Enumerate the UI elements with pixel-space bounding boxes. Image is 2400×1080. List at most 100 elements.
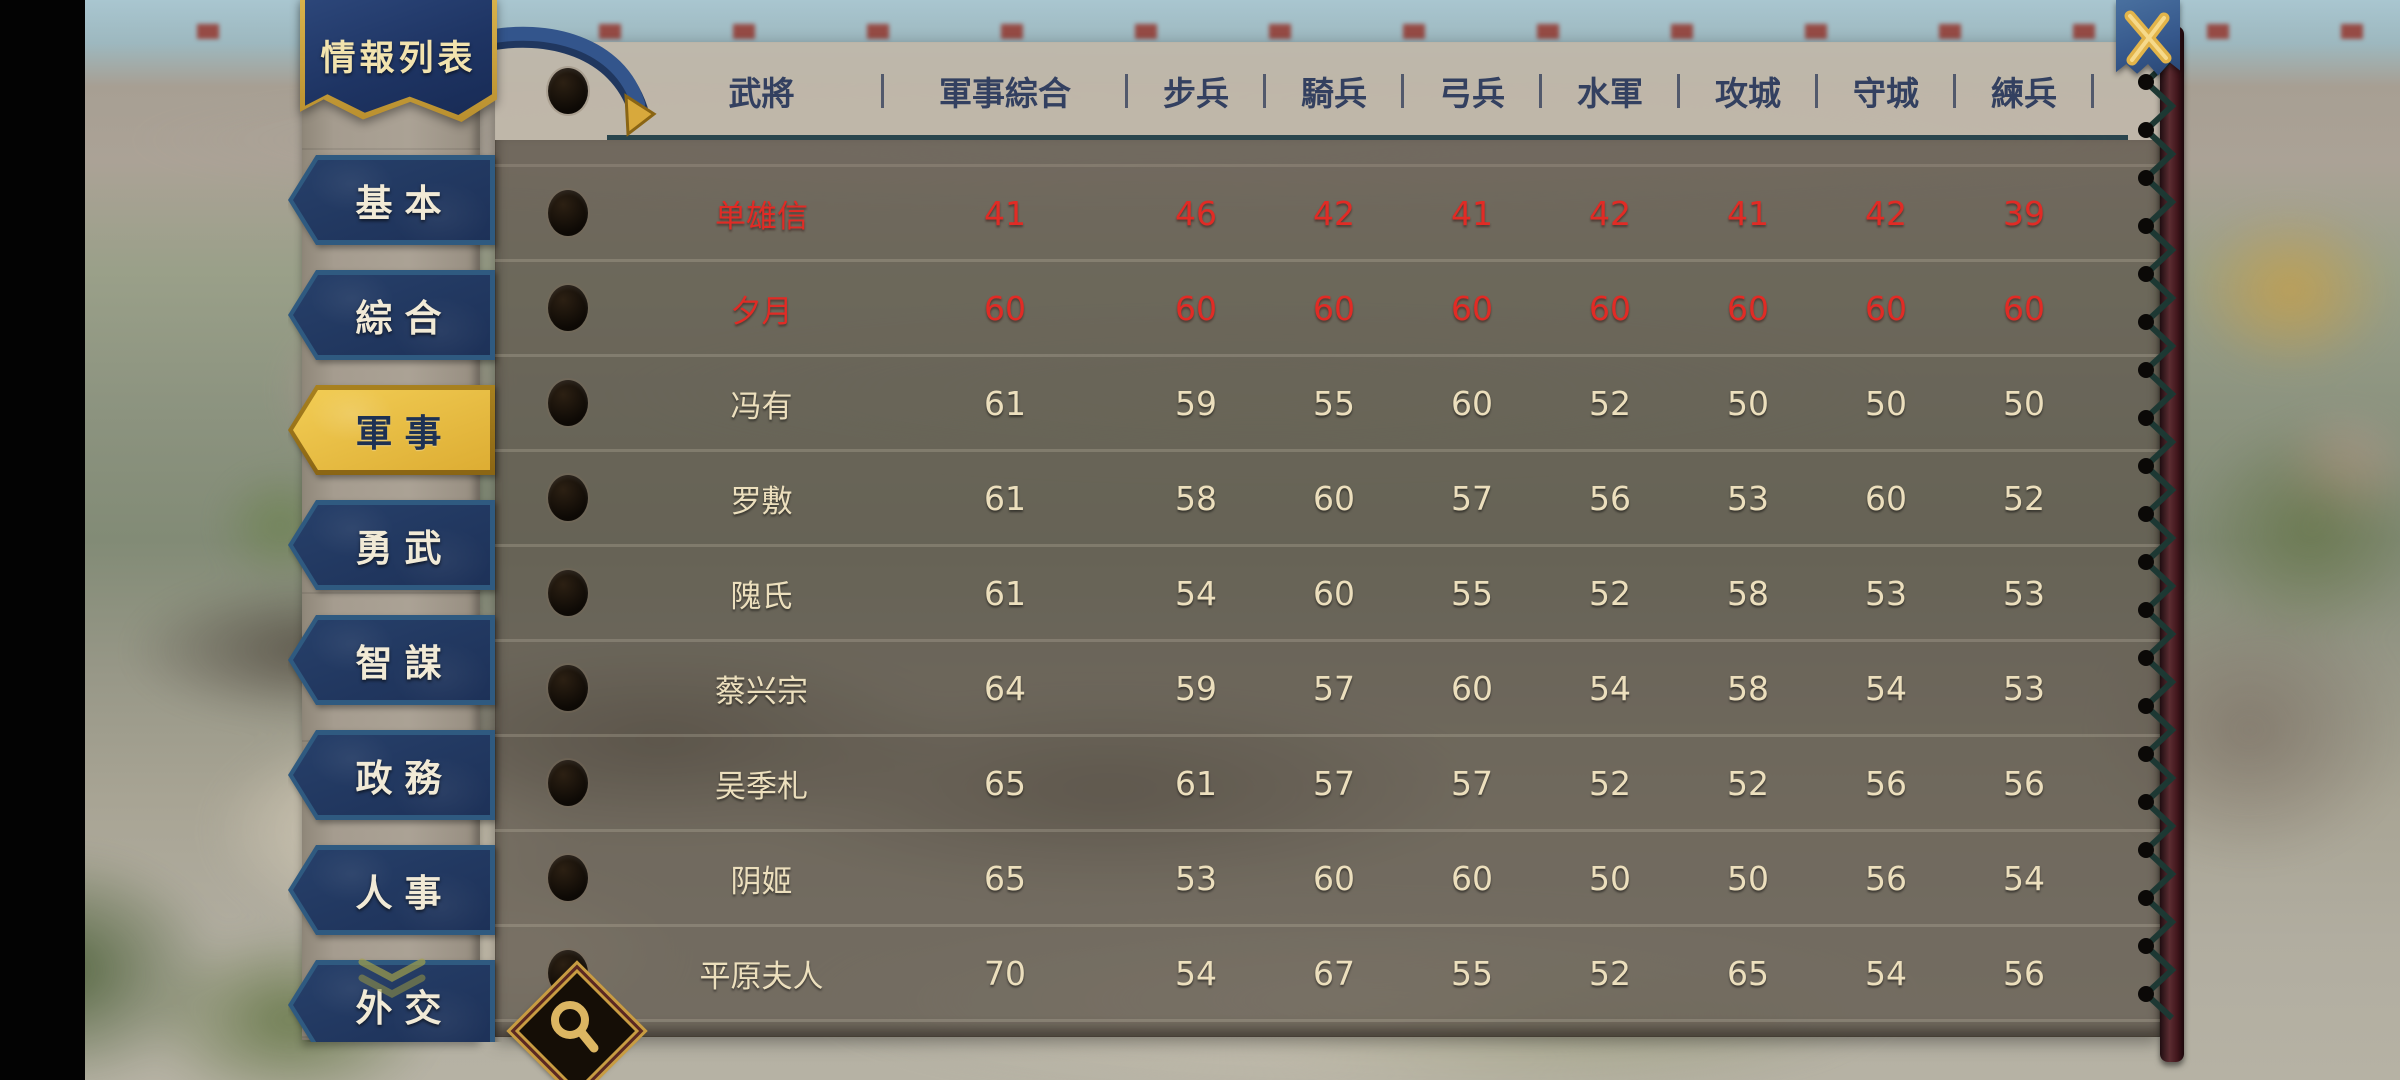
stat-value: 53 bbox=[1175, 858, 1217, 898]
tab-label: 人事 bbox=[355, 872, 454, 915]
column-header[interactable]: 弓兵 bbox=[1403, 67, 1541, 115]
tab-background bbox=[293, 160, 490, 240]
tab-label: 基本 bbox=[355, 182, 454, 225]
stat-value: 57 bbox=[1313, 668, 1355, 708]
portrait-circle-icon bbox=[547, 855, 588, 901]
stat-value: 61 bbox=[984, 383, 1026, 423]
portrait-circle-icon bbox=[547, 760, 588, 806]
stat-value: 52 bbox=[2003, 478, 2045, 518]
search-icon bbox=[551, 1001, 599, 1053]
stat-value: 52 bbox=[1589, 383, 1631, 423]
stat-value: 56 bbox=[2003, 763, 2045, 803]
column-header[interactable]: 步兵 bbox=[1127, 67, 1265, 115]
officer-portrait-slot[interactable] bbox=[495, 285, 640, 331]
panel-title: 情報列表 bbox=[320, 39, 477, 79]
panel-title-banner: 情報列表 bbox=[300, 0, 497, 122]
portrait-circle-icon bbox=[547, 285, 588, 331]
table-row[interactable]: 蔡兴宗 64 59 57 60 54 58 54 53 bbox=[495, 642, 2160, 737]
portrait-circle-icon bbox=[547, 665, 588, 711]
stat-value: 54 bbox=[1175, 573, 1217, 613]
tab-label: 政務 bbox=[355, 757, 454, 800]
column-header[interactable]: 軍事綜合 bbox=[883, 67, 1127, 115]
stat-value: 60 bbox=[1451, 668, 1493, 708]
portrait-circle-icon bbox=[547, 190, 588, 236]
stat-value: 57 bbox=[1451, 478, 1493, 518]
officer-name: 冯有 bbox=[730, 388, 793, 425]
stat-value: 65 bbox=[984, 763, 1026, 803]
close-button[interactable] bbox=[2116, 0, 2180, 82]
stat-value: 60 bbox=[1313, 573, 1355, 613]
screen-edge-bar bbox=[0, 0, 85, 1080]
table-header: 武將 軍事綜合 步兵 騎兵 弓兵 水軍 攻城 守城 練兵 bbox=[495, 42, 2160, 140]
officer-portrait-slot[interactable] bbox=[495, 570, 640, 616]
sidebar-tab-wisdom[interactable]: 智謀 bbox=[288, 615, 495, 705]
sidebar-tab-overall[interactable]: 綜合 bbox=[288, 270, 495, 360]
stat-value: 58 bbox=[1175, 478, 1217, 518]
stat-value: 42 bbox=[1313, 193, 1355, 233]
officer-portrait-slot[interactable] bbox=[495, 760, 640, 806]
tab-label: 軍事 bbox=[355, 412, 454, 455]
stat-value: 57 bbox=[1313, 763, 1355, 803]
officer-portrait-slot[interactable] bbox=[495, 665, 640, 711]
table-row[interactable]: 阴姬 65 53 60 60 50 50 56 54 bbox=[495, 832, 2160, 927]
column-header[interactable]: 騎兵 bbox=[1265, 67, 1403, 115]
stat-value: 60 bbox=[984, 288, 1026, 328]
tab-background bbox=[293, 390, 490, 470]
stat-value: 54 bbox=[1865, 953, 1907, 993]
stat-value: 65 bbox=[984, 858, 1026, 898]
column-header[interactable]: 武將 bbox=[640, 67, 883, 115]
officer-name: 单雄信 bbox=[715, 198, 808, 235]
sidebar-tab-personnel[interactable]: 人事 bbox=[288, 845, 495, 935]
stat-value: 60 bbox=[1175, 288, 1217, 328]
stat-value: 54 bbox=[1865, 668, 1907, 708]
stat-value: 54 bbox=[1175, 953, 1217, 993]
table-row[interactable]: 平原夫人 70 54 67 55 52 65 54 56 bbox=[495, 927, 2160, 1022]
stat-value: 58 bbox=[1727, 668, 1769, 708]
table-row[interactable]: 冯有 61 59 55 60 52 50 50 50 bbox=[495, 357, 2160, 452]
stat-value: 50 bbox=[1727, 858, 1769, 898]
stat-value: 41 bbox=[984, 193, 1026, 233]
stat-value: 52 bbox=[1589, 573, 1631, 613]
sidebar-tab-basic[interactable]: 基本 bbox=[288, 155, 495, 245]
table-row[interactable]: 夕月 60 60 60 60 60 60 60 60 bbox=[495, 262, 2160, 357]
stat-value: 60 bbox=[1727, 288, 1769, 328]
panel-edge-lacing bbox=[2138, 55, 2177, 1021]
sidebar-tab-valor[interactable]: 勇武 bbox=[288, 500, 495, 590]
stat-value: 60 bbox=[1865, 288, 1907, 328]
table-row[interactable]: 隗氏 61 54 60 55 52 58 53 53 bbox=[495, 547, 2160, 642]
officer-portrait-slot[interactable] bbox=[495, 475, 640, 521]
sidebar-tab-politics[interactable]: 政務 bbox=[288, 730, 495, 820]
search-button[interactable] bbox=[506, 960, 648, 1080]
officer-portrait-slot[interactable] bbox=[495, 380, 640, 426]
table-row[interactable]: 单雄信 41 46 42 41 42 41 42 39 bbox=[495, 164, 2160, 262]
stat-value: 61 bbox=[984, 573, 1026, 613]
sidebar-tab-military[interactable]: 軍事 bbox=[288, 385, 495, 475]
tab-background bbox=[293, 620, 490, 700]
tab-background bbox=[293, 735, 490, 815]
column-header[interactable]: 水軍 bbox=[1541, 67, 1679, 115]
officer-name: 吴季札 bbox=[715, 768, 808, 805]
stat-value: 67 bbox=[1313, 953, 1355, 993]
sidebar-tabs: 基本 綜合 軍事 勇武 智謀 政務 人事 外交 bbox=[288, 0, 502, 1042]
column-header[interactable]: 攻城 bbox=[1679, 67, 1817, 115]
stat-value: 52 bbox=[1589, 953, 1631, 993]
stat-value: 55 bbox=[1451, 573, 1493, 613]
stat-value: 70 bbox=[984, 953, 1026, 993]
stat-value: 50 bbox=[2003, 383, 2045, 423]
tab-label: 勇武 bbox=[355, 527, 454, 570]
officer-name: 阴姬 bbox=[730, 863, 793, 900]
officer-portrait-slot[interactable] bbox=[495, 190, 640, 236]
officer-portrait-slot[interactable] bbox=[495, 855, 640, 901]
stat-value: 60 bbox=[1865, 478, 1907, 518]
stat-value: 61 bbox=[1175, 763, 1217, 803]
table-row[interactable]: 吴季札 65 61 57 57 52 52 56 56 bbox=[495, 737, 2160, 832]
stat-value: 60 bbox=[1451, 858, 1493, 898]
stat-value: 53 bbox=[1727, 478, 1769, 518]
tab-background bbox=[293, 850, 490, 930]
column-header[interactable]: 練兵 bbox=[1955, 67, 2093, 115]
table-row[interactable]: 罗敷 61 58 60 57 56 53 60 52 bbox=[495, 452, 2160, 547]
column-header[interactable]: 守城 bbox=[1817, 67, 1955, 115]
header-underline bbox=[607, 135, 2128, 140]
banner-cloth bbox=[305, 0, 492, 115]
